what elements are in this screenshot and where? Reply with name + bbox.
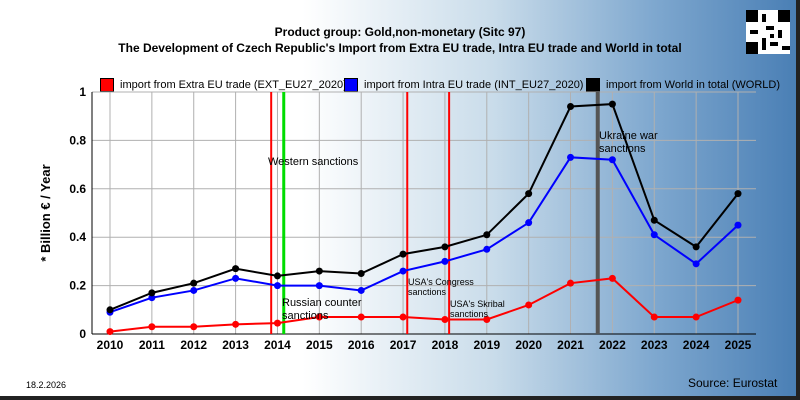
x-tick-label: 2015 bbox=[306, 338, 333, 352]
data-point-2 bbox=[106, 306, 114, 314]
data-point-2 bbox=[315, 267, 323, 275]
data-point-2 bbox=[273, 272, 281, 280]
data-point-0 bbox=[734, 296, 742, 304]
y-tick-label: 0.2 bbox=[69, 279, 86, 293]
data-point-0 bbox=[357, 313, 365, 321]
data-point-1 bbox=[483, 245, 491, 253]
series-line-1 bbox=[109, 156, 739, 314]
annotation-label-russian: Russian counter sanctions bbox=[282, 297, 362, 322]
data-point-0 bbox=[441, 315, 449, 323]
y-tick-label: 0.4 bbox=[69, 230, 86, 244]
data-point-1 bbox=[567, 153, 575, 161]
data-point-2 bbox=[148, 289, 156, 297]
x-tick-label: 2010 bbox=[97, 338, 124, 352]
data-point-2 bbox=[734, 190, 742, 198]
x-tick-label: 2013 bbox=[222, 338, 249, 352]
x-tick-label: 2018 bbox=[432, 338, 459, 352]
data-point-1 bbox=[525, 219, 533, 227]
data-point-0 bbox=[232, 320, 240, 328]
y-tick-label: 0 bbox=[79, 327, 86, 341]
data-point-0 bbox=[273, 319, 281, 327]
data-point-0 bbox=[567, 279, 575, 287]
data-point-1 bbox=[650, 231, 658, 239]
series-line-2 bbox=[109, 103, 739, 311]
legend-label-extra-eu: import from Extra EU trade (EXT_EU27_202… bbox=[120, 79, 347, 91]
data-point-2 bbox=[399, 250, 407, 258]
data-point-0 bbox=[608, 274, 616, 282]
annotation-label-usa-skribal: USA's Skribal sanctions bbox=[450, 299, 505, 319]
data-point-1 bbox=[399, 267, 407, 275]
data-point-1 bbox=[232, 274, 240, 282]
x-tick-label: 2024 bbox=[683, 338, 710, 352]
data-point-2 bbox=[441, 243, 449, 251]
y-tick-label: 0.8 bbox=[69, 133, 86, 147]
y-axis-label: * Billion € / Year bbox=[38, 164, 53, 261]
data-point-2 bbox=[608, 100, 616, 108]
data-point-2 bbox=[650, 216, 658, 224]
legend-item-extra-eu: import from Extra EU trade (EXT_EU27_202… bbox=[100, 78, 347, 92]
data-point-1 bbox=[692, 260, 700, 268]
y-tick-label: 1 bbox=[79, 85, 86, 99]
annotation-label-usa-congress: USA's Congress sanctions bbox=[408, 277, 474, 297]
legend-item-world: import from World in total (WORLD) bbox=[586, 78, 780, 92]
x-tick-label: 2014 bbox=[264, 338, 291, 352]
data-point-0 bbox=[148, 323, 156, 331]
data-point-0 bbox=[483, 315, 491, 323]
x-tick-label: 2019 bbox=[473, 338, 500, 352]
data-point-2 bbox=[525, 190, 533, 198]
data-point-0 bbox=[190, 323, 198, 331]
plot-area bbox=[92, 92, 756, 334]
data-point-1 bbox=[441, 257, 449, 265]
data-point-2 bbox=[232, 265, 240, 273]
x-tick-label: 2020 bbox=[515, 338, 542, 352]
x-tick-label: 2022 bbox=[599, 338, 626, 352]
legend-item-intra-eu: import from Intra EU trade (INT_EU27_202… bbox=[344, 78, 583, 92]
data-point-1 bbox=[273, 282, 281, 290]
y-tick-label: 0.6 bbox=[69, 182, 86, 196]
x-tick-label: 2011 bbox=[139, 338, 165, 352]
data-point-0 bbox=[315, 313, 323, 321]
data-point-2 bbox=[190, 279, 198, 287]
annotation-label-ukraine: Ukraine war sanctions bbox=[599, 130, 658, 155]
data-point-2 bbox=[483, 231, 491, 239]
chart-title: Product group: Gold,non-monetary (Sitc 9… bbox=[274, 25, 526, 39]
data-point-0 bbox=[692, 313, 700, 321]
qr-code-icon bbox=[746, 10, 790, 54]
data-point-0 bbox=[399, 313, 407, 321]
x-tick-label: 2023 bbox=[641, 338, 668, 352]
annotation-label-western: Western sanctions bbox=[268, 156, 359, 168]
data-point-0 bbox=[106, 328, 114, 336]
x-tick-label: 2016 bbox=[348, 338, 375, 352]
series-line-0 bbox=[109, 277, 739, 333]
data-point-2 bbox=[692, 243, 700, 251]
legend-label-intra-eu: import from Intra EU trade (INT_EU27_202… bbox=[364, 79, 584, 91]
data-point-1 bbox=[734, 221, 742, 229]
data-point-1 bbox=[190, 286, 198, 294]
data-point-1 bbox=[357, 286, 365, 294]
data-point-1 bbox=[608, 156, 616, 164]
data-point-0 bbox=[650, 313, 658, 321]
source-label: Source: Eurostat bbox=[688, 376, 778, 390]
data-point-1 bbox=[148, 294, 156, 302]
data-point-2 bbox=[357, 270, 365, 277]
data-point-2 bbox=[567, 103, 575, 111]
legend-label-world: import from World in total (WORLD) bbox=[606, 79, 780, 91]
x-tick-label: 2021 bbox=[557, 338, 584, 352]
footer-date: 18.2.2026 bbox=[26, 380, 67, 390]
data-point-1 bbox=[315, 282, 323, 290]
x-tick-label: 2012 bbox=[180, 338, 207, 352]
chart-subtitle: The Development of Czech Republic's Impo… bbox=[118, 41, 682, 55]
x-tick-label: 2017 bbox=[390, 338, 417, 352]
data-point-0 bbox=[525, 301, 533, 309]
x-tick-label: 2025 bbox=[725, 338, 752, 352]
